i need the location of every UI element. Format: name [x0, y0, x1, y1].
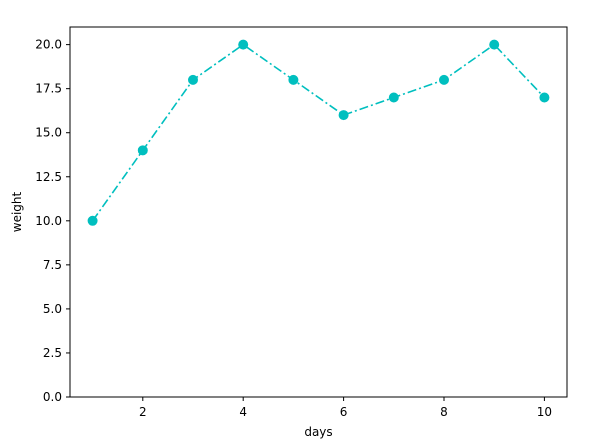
plot-area [70, 27, 567, 397]
x-tick-label: 8 [440, 405, 448, 419]
data-point [539, 92, 550, 103]
y-tick-label: 7.5 [43, 258, 62, 272]
y-tick-label: 0.0 [43, 390, 62, 404]
x-tick-label: 4 [239, 405, 247, 419]
y-axis-title: weight [10, 191, 24, 232]
data-point [187, 74, 198, 85]
plot-frame [69, 26, 568, 398]
data-point [338, 110, 349, 121]
y-tick-label: 15.0 [35, 126, 62, 140]
data-point [489, 39, 500, 50]
x-axis-title: days [304, 425, 332, 439]
data-point [388, 92, 399, 103]
y-tick-label: 12.5 [35, 170, 62, 184]
series-line [91, 43, 545, 222]
y-tick-label: 2.5 [43, 346, 62, 360]
y-tick-label: 5.0 [43, 302, 62, 316]
data-point [87, 215, 98, 226]
x-axis-ticks: 2 4 6 8 10 [139, 397, 552, 419]
x-tick-label: 6 [340, 405, 348, 419]
data-point [238, 39, 249, 50]
series-layer [87, 39, 550, 226]
y-axis-ticks: 0.0 2.5 5.0 7.5 10.0 12.5 15.0 17.5 20.0 [35, 38, 70, 404]
data-point [137, 145, 148, 156]
x-tick-label: 2 [139, 405, 147, 419]
y-tick-label: 20.0 [35, 38, 62, 52]
y-tick-label: 10.0 [35, 214, 62, 228]
data-point [439, 74, 450, 85]
data-point [288, 74, 299, 85]
y-tick-label: 17.5 [35, 82, 62, 96]
x-tick-label: 10 [537, 405, 552, 419]
